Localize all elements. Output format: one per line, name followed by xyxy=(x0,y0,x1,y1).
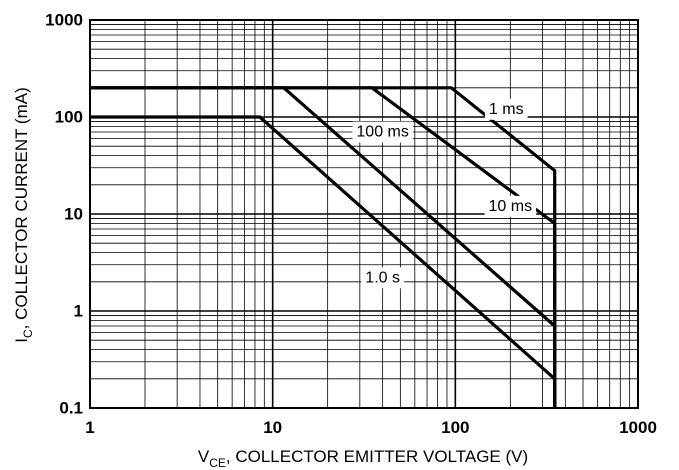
x-tick-label: 1000 xyxy=(619,418,657,437)
series-curve-0 xyxy=(90,86,557,408)
plot-frame xyxy=(89,19,639,409)
y-axis-label-rest: , COLLECTOR CURRENT (mA) xyxy=(12,87,31,329)
y-axis-label: IC, COLLECTOR CURRENT (mA) xyxy=(12,87,35,343)
annotation-layer: 1 ms 100 ms 10 ms 1.0 s xyxy=(352,98,537,289)
curve-label-0: 1 ms xyxy=(484,98,528,120)
y-tick-label: 10 xyxy=(64,205,83,224)
y-tick-label: 1 xyxy=(74,302,83,321)
series-curve-1 xyxy=(90,86,557,408)
y-tick-label: 0.1 xyxy=(59,399,83,418)
curve-label-bg xyxy=(352,121,413,143)
curve-label-1: 100 ms xyxy=(352,121,413,143)
x-tick-label: 100 xyxy=(441,418,469,437)
curve-label-bg xyxy=(484,195,537,217)
curve-label-3: 1.0 s xyxy=(361,267,404,289)
x-tick-label: 10 xyxy=(263,418,282,437)
x-axis-label: VCE, COLLECTOR EMITTER VOLTAGE (V) xyxy=(198,447,528,470)
y-tick-label: 1000 xyxy=(45,11,83,30)
series-curve-3 xyxy=(90,115,557,408)
curve-label-text: 100 ms xyxy=(356,124,408,141)
x-axis-label-rest: , COLLECTOR EMITTER VOLTAGE (V) xyxy=(226,447,528,466)
series-curve-2 xyxy=(90,86,557,408)
x-tick-label: 1 xyxy=(85,418,94,437)
curve-label-text: 1 ms xyxy=(489,101,524,118)
curve-label-text: 10 ms xyxy=(489,198,533,215)
curve-label-bg xyxy=(484,98,528,120)
curve-label-2: 10 ms xyxy=(484,195,537,217)
curve-label-text: 1.0 s xyxy=(365,269,400,286)
curve-label-bg xyxy=(361,267,404,289)
y-axis-label-sub: C xyxy=(21,329,35,338)
series-layer xyxy=(90,86,557,408)
y-tick-label: 100 xyxy=(55,108,83,127)
x-axis-label-sub: CE xyxy=(209,456,226,470)
x-axis-label-main: V xyxy=(198,447,210,466)
y-axis-label-main: I xyxy=(12,338,31,343)
y-tick-labels: 0.1 1 10 100 1000 xyxy=(45,11,83,418)
x-tick-labels: 1 10 100 1000 xyxy=(85,418,657,437)
